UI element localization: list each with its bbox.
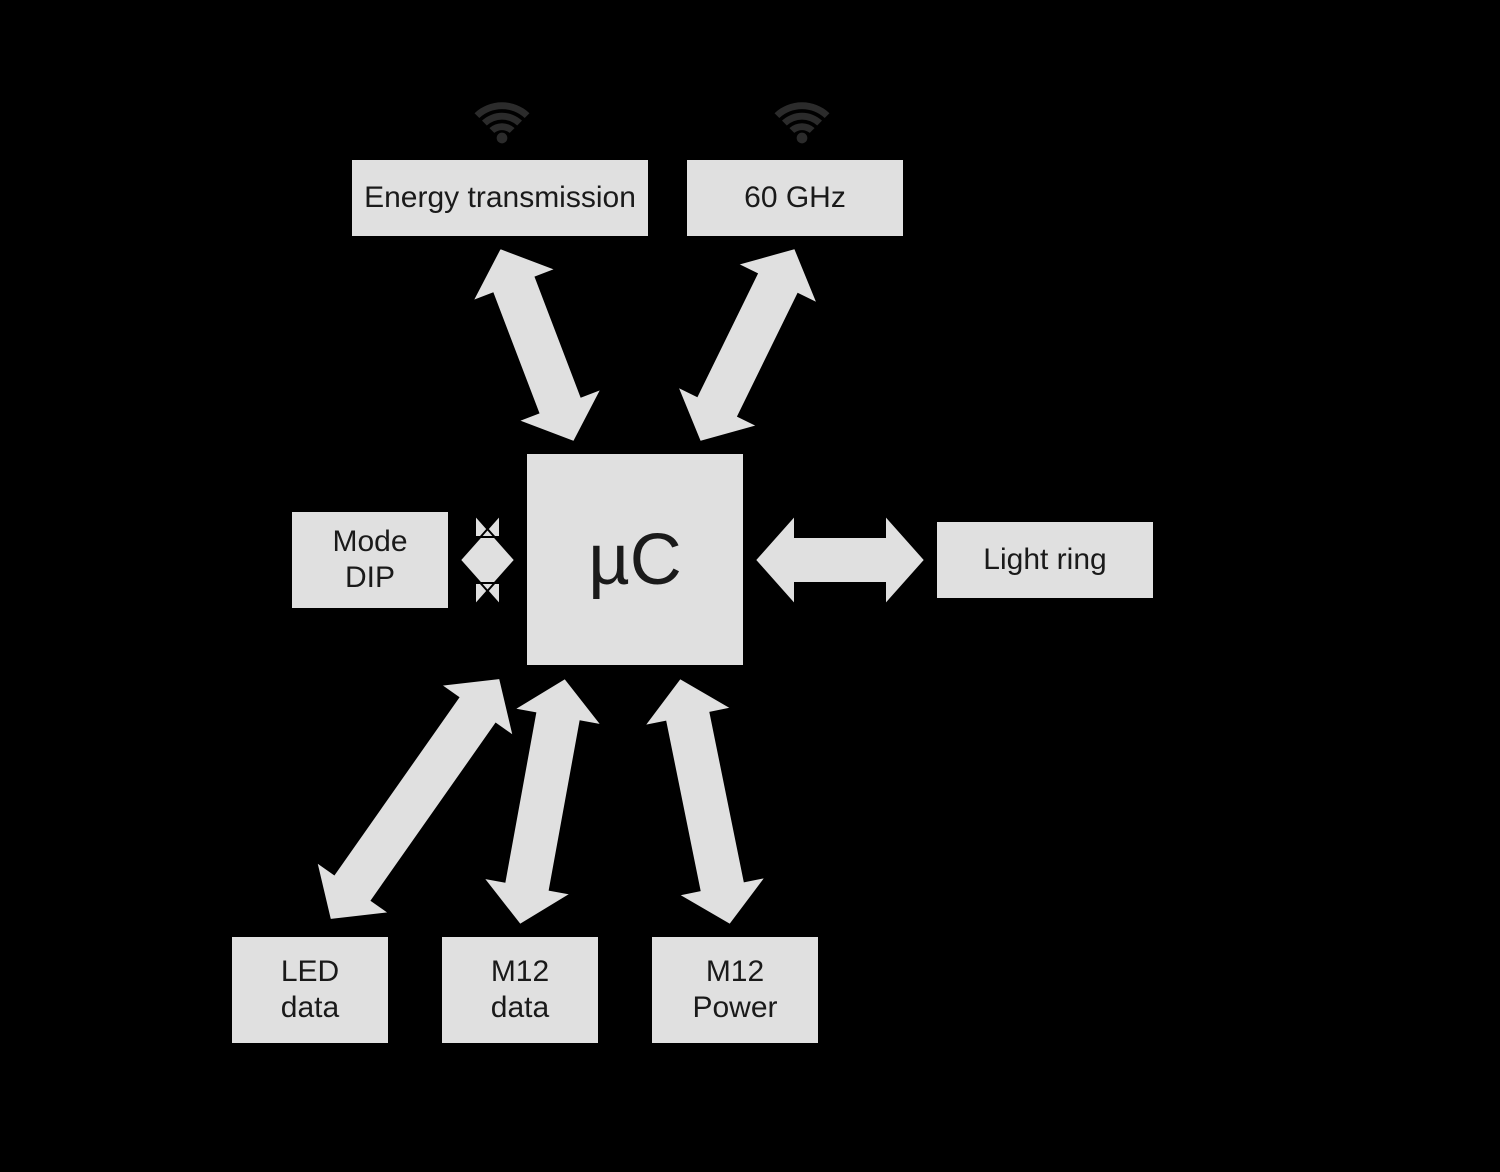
energy-transmission-box: Energy transmission — [350, 158, 650, 238]
light-ring-label: Light ring — [983, 545, 1106, 575]
ghz60-label: 60 GHz — [744, 183, 846, 213]
led-data-label: LED data — [281, 954, 339, 1026]
uc-to-light-arrow — [755, 515, 925, 605]
m12-power-box: M12 Power — [650, 935, 820, 1045]
energy-label: Energy transmission — [364, 183, 636, 213]
uc-to-m12p-arrow — [636, 669, 774, 934]
ghz60-box: 60 GHz — [685, 158, 905, 238]
light-ring-box: Light ring — [935, 520, 1155, 600]
energy-to-uc-arrow — [458, 232, 616, 458]
m12-power-label: M12 Power — [692, 954, 777, 1026]
mode-dip-box: Mode DIP — [290, 510, 450, 610]
ghz60-to-uc-arrow — [660, 228, 836, 462]
m12-data-box: M12 data — [440, 935, 600, 1045]
led-data-box: LED data — [230, 935, 390, 1045]
mode-to-uc-arrow — [460, 515, 515, 605]
mode-dip-label: Mode DIP — [332, 524, 407, 596]
diagram-canvas: Energy transmission 60 GHz Mode DIP µC L… — [0, 0, 1500, 1172]
m12-data-label: M12 data — [491, 954, 549, 1026]
uc-label: µC — [588, 524, 681, 596]
uc-to-led-arrow — [293, 652, 537, 946]
uc-box: µC — [525, 452, 745, 667]
